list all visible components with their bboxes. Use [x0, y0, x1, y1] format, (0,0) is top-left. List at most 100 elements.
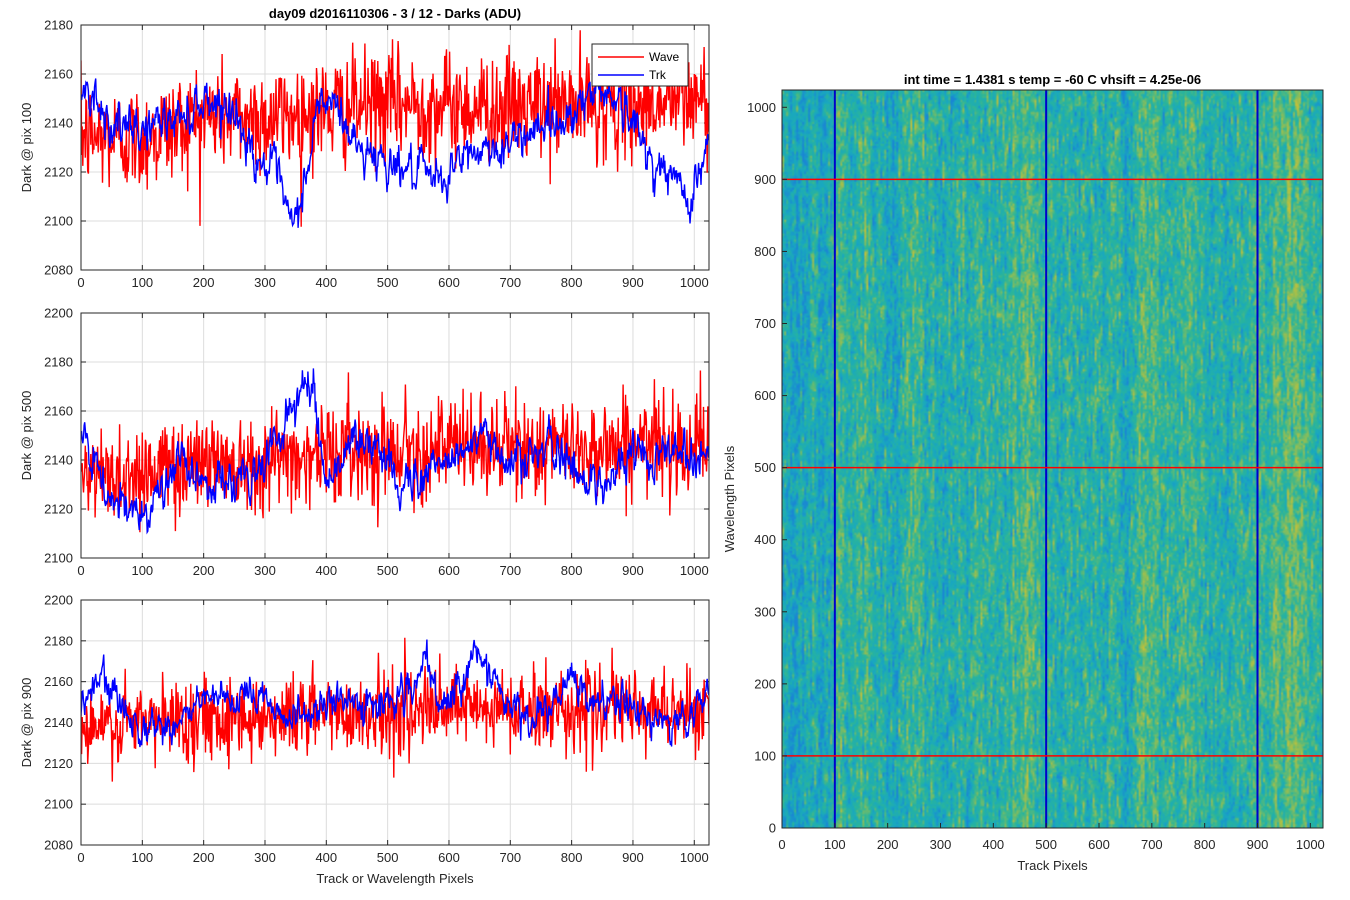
x-tick-label: 900 [1247, 837, 1269, 852]
y-tick-label: 2120 [44, 502, 73, 517]
y-axis-label: Dark @ pix 100 [19, 103, 34, 193]
y-tick-label: 1000 [747, 100, 776, 115]
x-tick-label: 700 [1141, 837, 1163, 852]
axes-box [781, 89, 1324, 829]
x-axis-label: Track Pixels [1017, 858, 1088, 873]
y-tick-label: 2120 [44, 165, 73, 180]
y-tick-label: 2100 [44, 551, 73, 566]
chart-title: int time = 1.4381 s temp = -60 C vhsift … [904, 72, 1201, 87]
heatmap-image [782, 90, 1323, 828]
x-tick-label: 400 [315, 275, 337, 290]
x-axis-label: Track or Wavelength Pixels [316, 871, 474, 886]
y-tick-label: 2180 [44, 18, 73, 33]
y-tick-label: 2100 [44, 797, 73, 812]
x-tick-label: 900 [622, 563, 644, 578]
x-tick-label: 800 [561, 563, 583, 578]
legend-entry: Wave [649, 50, 680, 64]
x-tick-label: 600 [438, 563, 460, 578]
y-tick-label: 600 [754, 388, 776, 403]
x-tick-label: 600 [1088, 837, 1110, 852]
y-tick-label: 2100 [44, 214, 73, 229]
x-tick-label: 100 [131, 850, 153, 865]
y-axis-label: Dark @ pix 500 [19, 391, 34, 481]
axes-box [80, 599, 710, 846]
series-line-trk [81, 368, 709, 535]
y-tick-label: 2120 [44, 756, 73, 771]
x-tick-label: 200 [877, 837, 899, 852]
y-tick-label: 400 [754, 532, 776, 547]
y-tick-label: 2180 [44, 355, 73, 370]
line-plot-pix-100: 0 100 200 300 400 500 600 700 800 900 1000 2080 2100… [19, 6, 710, 290]
y-tick-label: 200 [754, 676, 776, 691]
y-tick-label: 2200 [44, 306, 73, 321]
dark-frame-heatmap: 0 100 200 300 400 500 600 700 800 900 1000 0 100 200 3… [722, 72, 1325, 873]
x-tick-label: 800 [561, 850, 583, 865]
x-tick-label: 0 [77, 563, 84, 578]
x-tick-label: 0 [77, 850, 84, 865]
y-tick-label: 700 [754, 316, 776, 331]
x-tick-label: 0 [778, 837, 785, 852]
series-line-wave [81, 30, 709, 227]
chart-title: day09 d2016110306 - 3 / 12 - Darks (ADU) [269, 6, 521, 21]
y-tick-label: 2140 [44, 453, 73, 468]
y-tick-label: 300 [754, 604, 776, 619]
x-tick-label: 800 [561, 275, 583, 290]
x-tick-label: 400 [315, 850, 337, 865]
legend: Wave Trk [591, 43, 689, 87]
x-tick-label: 900 [622, 850, 644, 865]
y-axis-label: Dark @ pix 900 [19, 678, 34, 768]
x-tick-label: 200 [193, 563, 215, 578]
x-tick-label: 300 [930, 837, 952, 852]
x-tick-label: 500 [377, 275, 399, 290]
x-tick-label: 1000 [680, 275, 709, 290]
series-line-trk [81, 70, 709, 228]
x-tick-label: 500 [1035, 837, 1057, 852]
y-tick-label: 0 [769, 821, 776, 836]
x-tick-label: 900 [622, 275, 644, 290]
series-line-wave [81, 370, 709, 533]
x-tick-label: 500 [377, 850, 399, 865]
y-tick-label: 2160 [44, 674, 73, 689]
legend-entry: Trk [649, 68, 667, 82]
x-tick-label: 1000 [680, 850, 709, 865]
x-tick-label: 1000 [1296, 837, 1325, 852]
x-tick-label: 300 [254, 563, 276, 578]
y-tick-label: 2160 [44, 67, 73, 82]
y-tick-label: 2200 [44, 593, 73, 608]
legend-box [591, 43, 689, 87]
x-tick-label: 700 [499, 850, 521, 865]
series-line-trk [81, 639, 709, 748]
x-tick-label: 100 [131, 275, 153, 290]
x-tick-label: 100 [824, 837, 846, 852]
x-tick-label: 300 [254, 275, 276, 290]
x-tick-label: 200 [193, 275, 215, 290]
x-tick-label: 400 [982, 837, 1004, 852]
y-tick-label: 2180 [44, 633, 73, 648]
x-tick-label: 600 [438, 850, 460, 865]
y-tick-label: 2080 [44, 838, 73, 853]
y-tick-label: 500 [754, 460, 776, 475]
axes-box [80, 312, 710, 559]
x-tick-label: 300 [254, 850, 276, 865]
x-tick-label: 400 [315, 563, 337, 578]
line-plot-pix-500: 0 100 200 300 400 500 600 700 800 900 1000 2100 2120… [19, 306, 710, 578]
line-plot-pix-900: 0 100 200 300 400 500 600 700 800 900 1000 2080 2100… [19, 593, 710, 886]
x-tick-label: 0 [77, 275, 84, 290]
y-tick-label: 2160 [44, 404, 73, 419]
y-tick-label: 900 [754, 172, 776, 187]
y-tick-label: 2080 [44, 263, 73, 278]
x-tick-label: 100 [131, 563, 153, 578]
y-tick-label: 2140 [44, 116, 73, 131]
x-tick-label: 600 [438, 275, 460, 290]
x-tick-label: 700 [499, 563, 521, 578]
y-tick-label: 100 [754, 748, 776, 763]
x-tick-label: 500 [377, 563, 399, 578]
x-tick-label: 200 [193, 850, 215, 865]
y-tick-label: 2140 [44, 715, 73, 730]
y-axis-label: Wavelength Pixels [722, 445, 737, 552]
y-tick-label: 800 [754, 244, 776, 259]
x-tick-label: 700 [499, 275, 521, 290]
axes-box [80, 24, 710, 271]
x-tick-label: 800 [1194, 837, 1216, 852]
